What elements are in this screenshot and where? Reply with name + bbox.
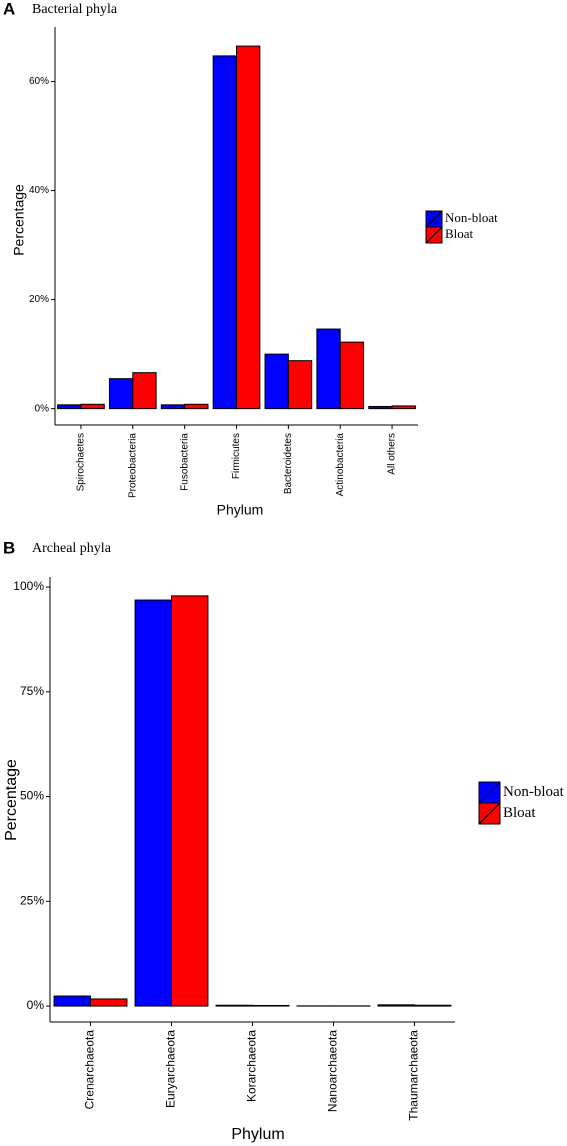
bar — [90, 998, 128, 1007]
panel-label: A — [3, 0, 15, 18]
bar — [108, 378, 134, 410]
bar — [368, 405, 393, 410]
y-axis-label: Percentage — [11, 184, 27, 256]
y-tick-label: 0% — [27, 998, 45, 1012]
y-tick-label: 0% — [35, 403, 50, 414]
y-tick-label: 100% — [13, 579, 44, 593]
legend-swatch-slash — [425, 226, 443, 244]
legend-label: Bloat — [503, 805, 536, 821]
legend-label: Non-bloat — [445, 210, 498, 225]
bar — [160, 404, 186, 410]
x-axis-label: Phylum — [231, 1126, 284, 1143]
bar — [132, 372, 157, 410]
y-axis-label: Percentage — [3, 759, 20, 841]
x-tick-label: Crenarchaeota — [83, 1030, 97, 1110]
x-tick-label: Thaumarchaeota — [407, 1030, 421, 1121]
bar — [53, 995, 91, 1007]
bar — [264, 353, 289, 410]
y-tick-label: 20% — [29, 294, 49, 305]
x-tick-label: Fusobacteria — [179, 433, 190, 491]
chart-title: Bacterial phyla — [32, 2, 118, 17]
legend-label: Bloat — [445, 226, 474, 241]
bar — [57, 404, 82, 410]
y-tick-label: 40% — [29, 185, 49, 196]
y-tick-label: 25% — [20, 893, 44, 907]
x-tick-label: All others — [387, 433, 398, 475]
x-tick-label: Bacteroidetes — [283, 433, 294, 494]
bar — [377, 1004, 415, 1007]
x-tick-label: Actinobacteria — [335, 433, 346, 497]
bar — [212, 55, 238, 410]
panel-label: B — [3, 538, 15, 557]
x-tick-label: Proteobacteria — [127, 433, 138, 498]
legend-label: Non-bloat — [503, 784, 565, 800]
bar — [215, 1004, 254, 1007]
y-tick-label: 60% — [29, 76, 49, 87]
x-tick-label: Nanoarchaeota — [326, 1030, 340, 1112]
bar — [171, 595, 209, 1007]
bar — [80, 403, 105, 410]
bar — [184, 403, 209, 410]
bar — [316, 328, 341, 410]
bar — [287, 360, 313, 410]
legend-swatch-slash — [425, 210, 443, 228]
x-axis-label: Phylum — [217, 502, 264, 518]
bar — [339, 341, 365, 410]
chart-title: Archeal phyla — [32, 541, 112, 556]
bar — [134, 599, 173, 1007]
y-tick-label: 50% — [20, 789, 44, 803]
x-tick-label: Korarchaeota — [245, 1030, 259, 1102]
x-tick-label: Firmicutes — [231, 433, 242, 479]
x-tick-label: Spirochaetes — [76, 433, 87, 491]
bar — [252, 1004, 290, 1007]
x-tick-label: Euryarchaeota — [164, 1030, 178, 1108]
bar — [391, 405, 416, 410]
bar — [414, 1004, 452, 1007]
legend-swatch-slash — [478, 781, 501, 804]
y-tick-label: 75% — [20, 684, 44, 698]
bar — [236, 45, 261, 410]
legend-swatch-slash — [478, 802, 501, 825]
